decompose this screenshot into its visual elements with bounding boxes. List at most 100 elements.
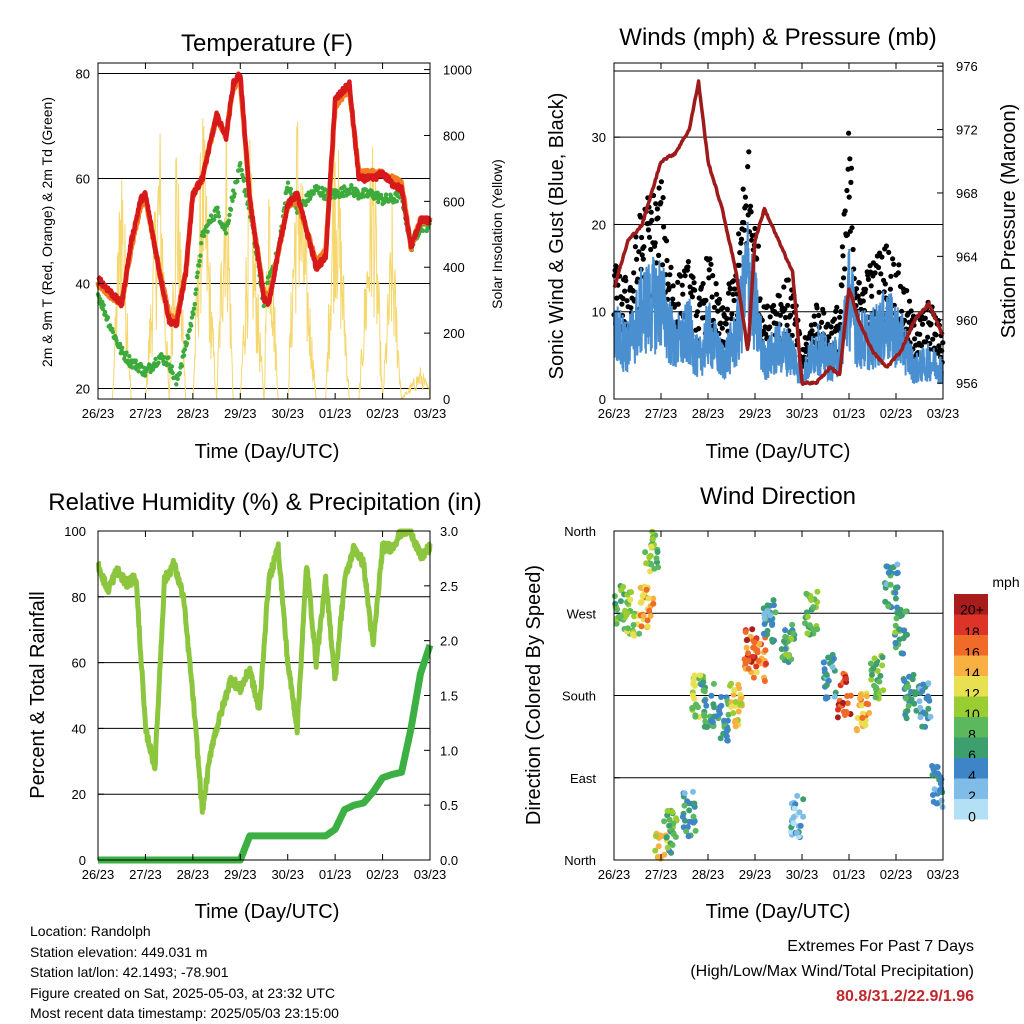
gust-point [628,305,634,311]
solar-ytick-label: 400 [443,260,465,275]
humidity-ytick-label: 20 [72,787,86,802]
precip-ytick-label: 0.0 [440,853,458,868]
direction-point [920,681,927,688]
gust-point [648,246,654,253]
direction-point [624,625,631,632]
humidity-ytick-label: 60 [72,656,86,671]
direction-title: Wind Direction [700,483,856,510]
gust-point [622,288,628,294]
direction-point [767,612,774,619]
speed-legend-title: mph [992,574,1019,590]
direction-point [782,633,789,640]
gust-point [743,203,749,209]
direction-point [789,621,796,628]
direction-point [730,710,737,717]
dewpoint-point [194,274,200,280]
gust-point [781,284,787,290]
gust-point [848,165,855,171]
direction-point [704,724,710,730]
gust-point [725,290,732,296]
direction-point [644,623,651,630]
gust-point [658,179,665,185]
direction-point [797,822,804,829]
solar-insolation-line [98,111,431,401]
gust-point [670,296,676,302]
direction-point [894,609,901,616]
dewpoint-point [320,190,325,195]
dewpoint-point [114,338,119,343]
direction-point [692,827,699,834]
gust-point [826,334,832,340]
direction-point [737,696,744,702]
dewpoint-point [195,270,200,275]
dewpoint-point [230,198,235,203]
dewpoint-point [342,184,347,189]
gust-point [876,289,882,295]
speed-legend-label: 4 [968,767,976,783]
gust-point [771,302,777,309]
gust-point [742,194,749,200]
gust-point [785,302,791,308]
direction-point [892,640,899,647]
direction-point [925,705,932,712]
speed-legend-swatch [954,758,988,779]
gust-point [899,308,905,314]
direction-point [869,671,875,678]
direction-point [627,596,634,603]
gust-point [888,273,894,279]
gust-point [737,250,743,256]
gust-point [620,295,626,302]
speed-legend-swatch [954,594,988,615]
gust-point [883,243,890,249]
dewpoint-point [110,329,116,335]
station-elevation: Station elevation: 449.031 m [30,943,208,960]
direction-point [723,728,730,735]
gust-point [709,294,715,300]
direction-point [884,563,891,570]
gust-point [882,281,888,287]
gust-point [828,324,834,330]
dewpoint-point [285,180,291,185]
direction-ylabel-left: Direction (Colored By Speed) [523,565,545,825]
direction-point [844,700,851,707]
gust-point [729,311,735,317]
temperature-ylabel-left: 2m & 9m T (Red, Orange) & 2m Td (Green) [39,97,55,367]
direction-ytick-label: South [562,689,596,704]
gust-point [860,298,866,304]
gust-point [816,312,822,318]
gust-point [877,250,883,256]
station-latlon: Station lat/lon: 42.1493; -78.901 [30,964,229,980]
dewpoint-point [243,187,248,193]
direction-xtick-label: 29/23 [739,867,772,882]
speed-legend-label: 0 [968,808,976,824]
direction-point [647,552,654,559]
gust-point [682,273,688,279]
gust-point [847,156,853,162]
dewpoint-point [174,382,179,387]
direction-point [866,710,873,716]
direction-point [749,653,756,660]
direction-point [644,617,651,624]
direction-point [814,588,821,595]
gust-point [661,224,667,230]
gust-point [696,326,702,332]
dewpoint-point [226,218,232,223]
wind-frame [613,62,944,400]
gust-point [748,209,754,215]
direction-point [749,626,756,633]
gust-point [685,259,692,265]
direction-point [847,692,854,699]
direction-ytick-label: North [564,853,596,868]
dewpoint-point [142,373,148,378]
direction-point [670,831,677,838]
direction-point [647,560,654,567]
gust-point [645,227,652,233]
gust-point [658,200,664,206]
dewpoint-point [198,253,203,258]
direction-point [690,813,697,820]
direction-ytick-label: West [567,606,597,621]
direction-point [645,595,652,602]
direction-ytick-label: North [564,524,596,539]
gust-point [904,288,910,294]
